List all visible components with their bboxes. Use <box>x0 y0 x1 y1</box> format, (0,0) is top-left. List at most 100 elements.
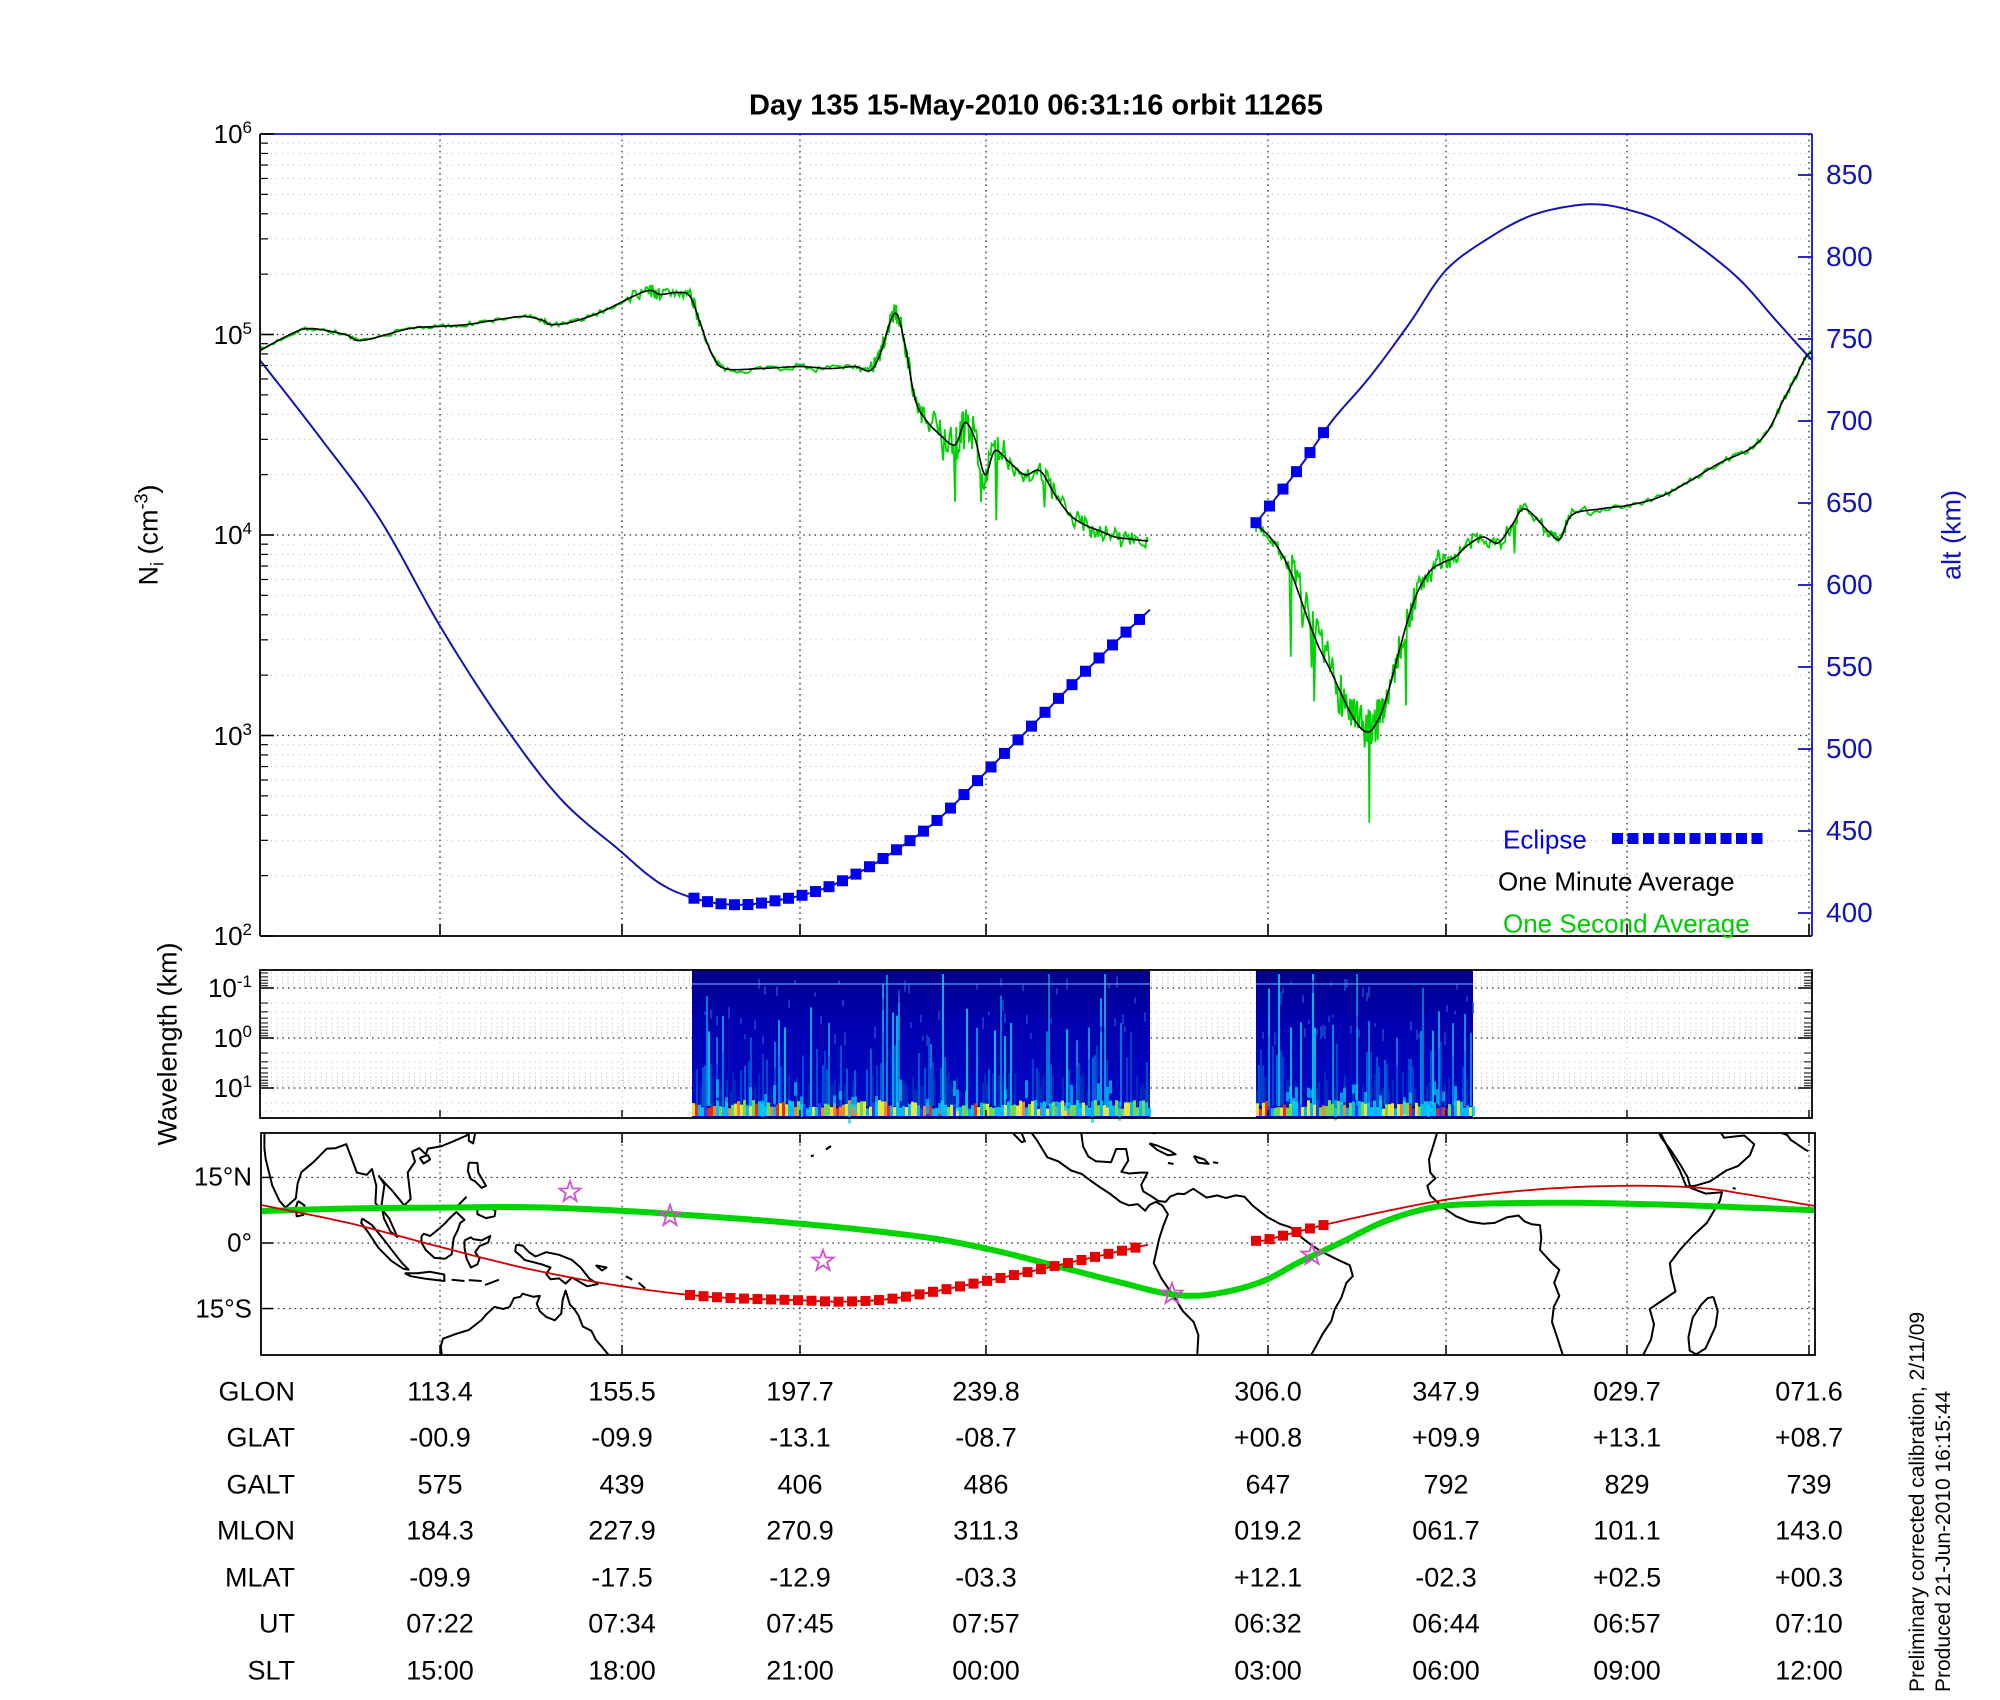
alt-axis-tick-label: 700 <box>1826 405 1873 436</box>
legend-label-one-second: One Second Average <box>1503 908 1750 939</box>
table-row-label-glat: GLAT <box>226 1422 295 1453</box>
eclipse-ground-marker <box>847 1296 857 1307</box>
table-cell: 071.6 <box>1775 1376 1843 1407</box>
table-cell: 306.0 <box>1234 1376 1302 1407</box>
coastline <box>825 1145 832 1151</box>
table-cell: 439 <box>599 1469 645 1500</box>
coastline <box>1659 1133 1756 1188</box>
altitude-curve <box>260 203 1812 906</box>
coastlines <box>263 1133 1809 1355</box>
spectrogram-blocks <box>692 970 1475 1124</box>
coastline <box>463 1235 492 1269</box>
table-cell: -13.1 <box>769 1422 831 1453</box>
coastline <box>439 1289 611 1355</box>
table-cell: 739 <box>1786 1469 1832 1500</box>
eclipse-ground-marker <box>901 1291 911 1302</box>
eclipse-marker-square <box>742 899 754 911</box>
observatory-star-icon <box>656 1202 684 1228</box>
eclipse-ground-marker <box>725 1293 736 1304</box>
eclipse-ground-marker <box>1318 1220 1329 1231</box>
table-cell: -02.3 <box>1415 1562 1477 1593</box>
table-cell: +13.1 <box>1592 1422 1662 1453</box>
alt-axis-tick-label: 600 <box>1826 569 1873 600</box>
map-latitude-label: 15°S <box>195 1293 252 1324</box>
ni-axis-tick-label: 106 <box>213 118 252 149</box>
altitude-line <box>260 359 1151 906</box>
eclipse-ground-track <box>685 1220 1329 1307</box>
eclipse-ground-marker <box>698 1291 709 1302</box>
density-curves <box>260 284 1812 823</box>
eclipse-marker-square <box>850 868 862 880</box>
table-cell: 197.7 <box>766 1376 834 1407</box>
eclipse-marker-square <box>918 825 929 837</box>
map-stars <box>556 1178 1326 1306</box>
eclipse-ground-marker <box>1251 1235 1261 1246</box>
eclipse-ground-marker <box>1022 1267 1033 1278</box>
eclipse-ground-marker <box>1063 1258 1073 1269</box>
table-cell: +08.7 <box>1774 1422 1844 1453</box>
observatory-star-icon <box>809 1247 837 1273</box>
table-cell: 07:22 <box>406 1608 474 1639</box>
alt-axis-tick-label: 650 <box>1826 487 1873 518</box>
coastline <box>1426 1133 1564 1355</box>
eclipse-ground-marker <box>1278 1230 1288 1241</box>
eclipse-ground-marker <box>1076 1254 1087 1265</box>
eclipse-marker-square <box>1277 483 1289 495</box>
observatory-star-icon <box>556 1178 584 1204</box>
eclipse-marker-square <box>1264 500 1275 512</box>
eclipse-marker-square <box>864 861 875 873</box>
eclipse-ground-marker <box>887 1293 898 1304</box>
table-cell: 406 <box>777 1469 823 1500</box>
table-cell: -09.9 <box>591 1422 653 1453</box>
eclipse-ground-marker <box>995 1272 1006 1283</box>
table-cell: 227.9 <box>588 1515 656 1546</box>
wavelength-axis-tick-label: 100 <box>213 1022 252 1053</box>
coastline <box>404 1270 446 1282</box>
legend-eclipse-marker <box>1720 833 1732 844</box>
coastline <box>466 1161 487 1189</box>
table-cell: 06:57 <box>1593 1608 1661 1639</box>
table-cell: -03.3 <box>955 1562 1017 1593</box>
eclipse-marker-square <box>715 898 727 910</box>
eclipse-marker-square <box>796 889 808 901</box>
eclipse-marker-square <box>891 844 902 856</box>
table-cell: +00.3 <box>1774 1562 1844 1593</box>
eclipse-ground-marker <box>685 1289 695 1300</box>
satellite-ground-track <box>1256 1184 1815 1243</box>
table-row-label-mlat: MLAT <box>224 1562 295 1593</box>
eclipse-ground-marker <box>752 1294 763 1305</box>
legend-eclipse-marker <box>1612 833 1623 844</box>
eclipse-marker-square <box>823 881 835 893</box>
coastline <box>1030 1133 1200 1355</box>
table-cell: +12.1 <box>1233 1562 1303 1593</box>
eclipse-marker-square <box>1026 720 1037 732</box>
eclipse-marker-square <box>783 892 794 904</box>
eclipse-ground-marker <box>1090 1251 1100 1262</box>
eclipse-ground-marker <box>833 1296 844 1307</box>
eclipse-marker-square <box>1250 517 1262 529</box>
altitude-line <box>1255 203 1812 524</box>
ni-axis-title: Ni (cm-3) <box>131 484 168 586</box>
footer-produced-note: Produced 21-Jun-2010 16:15:44 <box>1932 1390 1955 1692</box>
legend-eclipse-marker <box>1689 833 1701 844</box>
alt-axis-tick-label: 550 <box>1826 651 1873 682</box>
eclipse-marker-square <box>1066 679 1078 691</box>
coastline <box>638 1282 646 1290</box>
table-cell: 07:10 <box>1775 1608 1843 1639</box>
table-cell: 00:00 <box>952 1655 1020 1686</box>
legend-eclipse-marker <box>1674 833 1685 844</box>
coastline <box>457 1195 468 1207</box>
table-cell: 143.0 <box>1775 1515 1843 1546</box>
table-cell: 311.3 <box>953 1515 1019 1546</box>
eclipse-marker-square <box>1039 706 1051 718</box>
coastline <box>420 1211 466 1260</box>
table-cell: 07:57 <box>952 1608 1020 1639</box>
eclipse-marker-square <box>945 802 956 814</box>
eclipse-marker-square <box>810 886 821 898</box>
alt-axis-tick-label: 450 <box>1826 815 1873 846</box>
eclipse-ground-marker <box>766 1294 776 1305</box>
eclipse-marker-square <box>972 775 983 787</box>
wavelength-axis-tick-label: 10-1 <box>207 972 252 1003</box>
table-cell: 486 <box>963 1469 1009 1500</box>
